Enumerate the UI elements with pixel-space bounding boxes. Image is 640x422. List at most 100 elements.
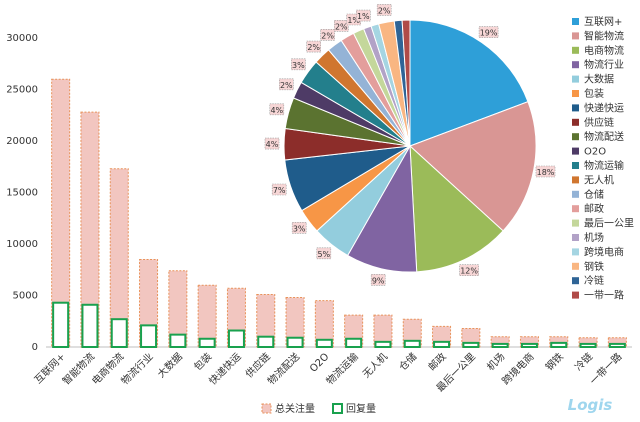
pie-legend-label: 仓储 (584, 188, 604, 201)
bar-chart-legend: 总关注量 回复量 (261, 402, 376, 415)
bar-total (197, 284, 217, 348)
watermark-text: Logis (568, 396, 613, 414)
pie-data-label: 5% (316, 247, 332, 260)
pie-legend-swatch (572, 262, 579, 270)
pie-label-text: 2% (280, 81, 293, 90)
pie-legend-swatch (572, 234, 579, 241)
pie-label-text: 2% (335, 22, 348, 31)
bar-reply (52, 301, 70, 348)
pie-legend-swatch (572, 118, 579, 126)
legend-label-reply: 回复量 (346, 402, 376, 415)
bar-total (109, 168, 129, 348)
pie-legend-label: 供应链 (584, 116, 614, 129)
x-category-label: 邮政 (425, 350, 448, 373)
bar-reply (286, 336, 304, 349)
bar-reply (491, 342, 509, 349)
bar-reply (608, 342, 626, 349)
pie-legend-swatch (572, 277, 579, 285)
x-category-label: 物流配送 (265, 350, 302, 387)
pie-legend-label: 跨境电商 (584, 245, 624, 258)
pie-legend-label: 物流配送 (584, 130, 624, 143)
pie-label-box (320, 28, 335, 41)
pie-legend-swatch (572, 32, 579, 40)
pie-legend-label: 大数据 (584, 73, 614, 86)
pie-legend-label: 包装 (584, 87, 604, 100)
pie-data-label: 1% (346, 13, 362, 26)
pie-label-text: 18% (537, 168, 555, 177)
x-category-label: 无人机 (360, 350, 390, 380)
pie-legend-swatch (572, 205, 579, 213)
bar-reply (81, 303, 99, 348)
pie-legend-label: 钢铁 (584, 260, 604, 273)
pie-label-text: 2% (307, 43, 320, 52)
bar-reply (520, 342, 538, 349)
x-category-label: 物流行业 (118, 350, 155, 387)
pie-data-label: 7% (271, 183, 287, 196)
pie-label-box (355, 9, 371, 22)
pie-legend-swatch (572, 90, 579, 97)
pie-label-box (333, 19, 349, 32)
x-category-label: 快递快运 (206, 350, 243, 387)
pie-legend-label: 邮政 (584, 202, 604, 215)
x-category-label: 机场 (484, 350, 507, 373)
pie-data-label: 9% (370, 273, 386, 286)
x-category-label: 供应链 (242, 350, 272, 380)
x-category-label: 包装 (191, 350, 214, 373)
bar-reply (550, 341, 568, 349)
pie-legend-label: 冷链 (584, 274, 604, 287)
pie-label-box (269, 103, 285, 116)
bar-total (549, 336, 569, 348)
x-category-label: O2O (308, 351, 331, 374)
pie-slice (401, 19, 411, 147)
pie-label-box (478, 26, 499, 38)
pie-legend-swatch (572, 162, 579, 169)
y-tick-label: 15000 (6, 188, 38, 199)
pie-legend-label: 智能物流 (584, 29, 624, 42)
bar-total (285, 297, 305, 348)
pie-label-box (459, 264, 479, 277)
pie-legend-label: 快递快运 (584, 101, 624, 114)
pie-legend-swatch (572, 18, 579, 25)
pie-legend-label: 互联网+ (584, 16, 622, 28)
bar-reply (169, 333, 187, 349)
pie-legend-swatch (572, 219, 579, 227)
bar-total (80, 111, 100, 348)
pie-label-text: 2% (378, 6, 391, 15)
pie-data-label: 19% (478, 26, 499, 38)
pie-legend-swatch (572, 133, 579, 141)
pie-legend-label: 机场 (584, 231, 604, 244)
x-category-label: 钢铁 (543, 350, 566, 373)
bar-reply (257, 335, 275, 349)
pie-legend-swatch (572, 61, 579, 69)
pie-label-box (370, 273, 386, 286)
bar-total (373, 314, 393, 348)
pie-label-box (376, 4, 392, 16)
legend-label-total: 总关注量 (275, 402, 315, 415)
pie-data-label: 2% (278, 78, 294, 91)
bar-reply (227, 329, 245, 348)
pie-label-text: 3% (293, 224, 306, 233)
y-tick-label: 5000 (13, 291, 38, 302)
y-tick-label: 10000 (6, 239, 38, 250)
pie-legend-swatch (572, 75, 579, 83)
pie-legend-label: 物流运输 (584, 159, 624, 172)
legend-swatch-reply (332, 403, 343, 414)
x-category-label: 一带一路 (587, 350, 624, 387)
pie-label-text: 3% (292, 61, 305, 70)
legend-swatch-total (261, 403, 272, 414)
bar-reply (462, 341, 480, 349)
bar-total (490, 336, 510, 348)
pie-legend-label: 一带一路 (584, 289, 624, 302)
pie-legend-label: 物流行业 (584, 58, 624, 71)
bar-reply (198, 337, 216, 349)
pie-label-text: 9% (372, 276, 385, 285)
pie-legend-swatch (572, 176, 579, 184)
y-tick-label: 30000 (6, 33, 38, 44)
bar-reply (403, 339, 421, 349)
pie-label-box (306, 40, 322, 53)
y-tick-label: 20000 (6, 136, 38, 147)
x-category-label: 跨境电商 (499, 350, 536, 387)
pie-label-text: 5% (317, 250, 330, 259)
